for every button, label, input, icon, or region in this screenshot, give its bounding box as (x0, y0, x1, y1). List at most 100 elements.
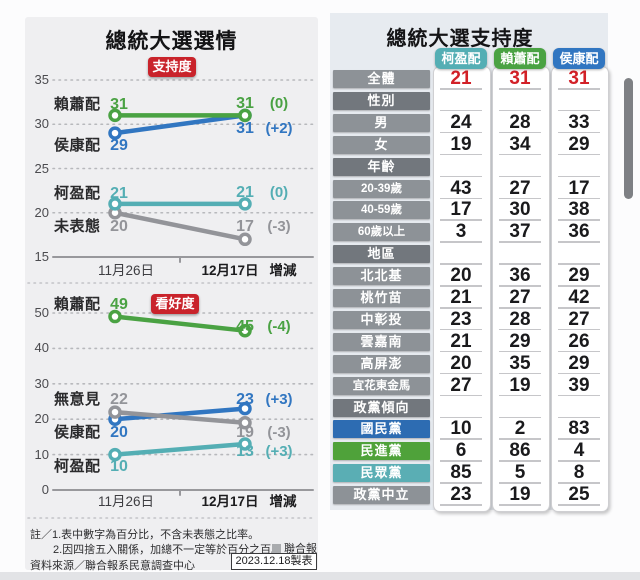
table-value: 25 (568, 484, 590, 506)
data-point (108, 309, 122, 324)
series-name: 柯盈配 (54, 458, 101, 475)
data-point (238, 401, 252, 416)
table-value: 19 (509, 374, 531, 396)
row-label: 中彰投 (333, 310, 430, 329)
row-label: 高屏澎 (333, 354, 430, 373)
table-value (492, 397, 548, 418)
table-value: 10 (450, 418, 472, 440)
scrollbar-thumb[interactable] (624, 78, 633, 199)
election-trend-panel: 總統大選選情 35 30 25 20 15 支持度 賴蕭配 31 31 (0) 侯康配 29 31 (+2… (25, 17, 318, 572)
series-name: 侯康配 (54, 137, 101, 154)
table-value: 2 (514, 418, 526, 440)
row-label: 地區 (333, 245, 430, 264)
value-underline (558, 263, 600, 265)
table-value (433, 90, 489, 111)
data-point (238, 197, 252, 211)
value-underline (558, 394, 600, 397)
value-underline (558, 372, 600, 375)
column-header-badge: 侯康配 (553, 48, 605, 69)
y-axis-tick: 35 (34, 72, 49, 87)
left-panel-title: 總統大選選情 (105, 30, 238, 53)
chart-line (112, 441, 248, 457)
y-axis-tick: 40 (34, 340, 49, 356)
x-axis-change-label: 增減 (269, 494, 297, 509)
row-label: 雲嘉南 (333, 332, 430, 351)
y-axis-tick: 10 (34, 446, 49, 462)
value-underline (499, 328, 541, 331)
y-axis-tick: 20 (34, 411, 49, 427)
value-underline (440, 328, 482, 331)
row-label: 全體 (333, 70, 430, 88)
table-value: 31 (509, 68, 531, 89)
table-value: 27 (509, 287, 531, 308)
support-table: 柯盈配 賴蕭配 侯康配 全體 21 31 31 性別男 24 28 33 女 19 34 29 年齡 20-39… (330, 13, 609, 512)
value-label: 22 (110, 391, 128, 408)
value-underline (440, 504, 482, 506)
table-value: 21 (450, 330, 472, 352)
table-value: 38 (568, 199, 590, 221)
table-value (433, 397, 489, 418)
brand-name: 聯合報 (284, 543, 317, 555)
table-value (551, 243, 607, 264)
table-value: 23 (450, 484, 472, 506)
y-axis-tick: 20 (34, 204, 49, 220)
value-underline (499, 241, 541, 243)
value-underline (499, 88, 541, 90)
change-label: (+3) (265, 443, 293, 460)
value-label: 31 (110, 96, 128, 113)
row-label: 性別 (333, 91, 430, 110)
table-value: 43 (450, 177, 472, 199)
chart-badge: 看好度 (151, 294, 199, 314)
value-underline (499, 482, 541, 484)
row-label: 民進黨 (333, 442, 430, 461)
date-box: 2023.12.18製表 (231, 553, 317, 570)
value-underline (440, 394, 482, 397)
series-name: 侯康配 (54, 424, 101, 441)
source-line: 資料來源／聯合報系民意調查中心 (30, 560, 195, 572)
value-underline (499, 504, 541, 506)
value-underline (558, 307, 600, 309)
table-value: 21 (450, 287, 472, 308)
value-label: 45 (236, 318, 254, 335)
value-underline (499, 438, 541, 440)
table-value: 31 (568, 68, 590, 89)
row-label: 20-39歲 (333, 179, 430, 198)
table-value: 42 (568, 287, 590, 308)
table-value: 29 (568, 352, 590, 374)
table-value: 17 (450, 199, 472, 221)
row-label: 年齡 (333, 157, 430, 176)
newspaper-logo-icon (272, 543, 281, 553)
y-axis-tick: 15 (34, 249, 49, 264)
series-name: 賴蕭配 (54, 296, 101, 313)
value-underline (558, 328, 600, 331)
value-underline (499, 131, 541, 134)
table-value (551, 156, 607, 177)
chart-line (112, 210, 248, 242)
table-value: 27 (450, 374, 472, 396)
chart-line (112, 113, 248, 136)
row-label: 宜花東金馬 (333, 376, 430, 395)
brand-mark: 聯合報 (272, 540, 317, 556)
table-value: 29 (568, 265, 590, 287)
table-value (433, 156, 489, 177)
series-name: 賴蕭配 (54, 96, 101, 113)
row-label: 女 (333, 135, 430, 154)
value-underline (499, 285, 541, 287)
y-axis-tick: 0 (41, 482, 49, 497)
value-underline (440, 460, 482, 462)
trend-charts-canvas (27, 79, 316, 519)
table-value: 26 (568, 330, 590, 352)
data-point (108, 126, 122, 140)
value-underline (440, 285, 482, 287)
table-value: 30 (509, 199, 531, 221)
chart-line (112, 314, 248, 333)
x-axis-label: 11月26日 (97, 263, 155, 278)
table-value (492, 243, 548, 264)
value-underline (558, 153, 600, 156)
value-label: 10 (110, 458, 128, 475)
y-axis-tick: 30 (34, 116, 49, 132)
value-underline (440, 175, 482, 178)
value-underline (440, 438, 482, 440)
value-underline (499, 394, 541, 397)
